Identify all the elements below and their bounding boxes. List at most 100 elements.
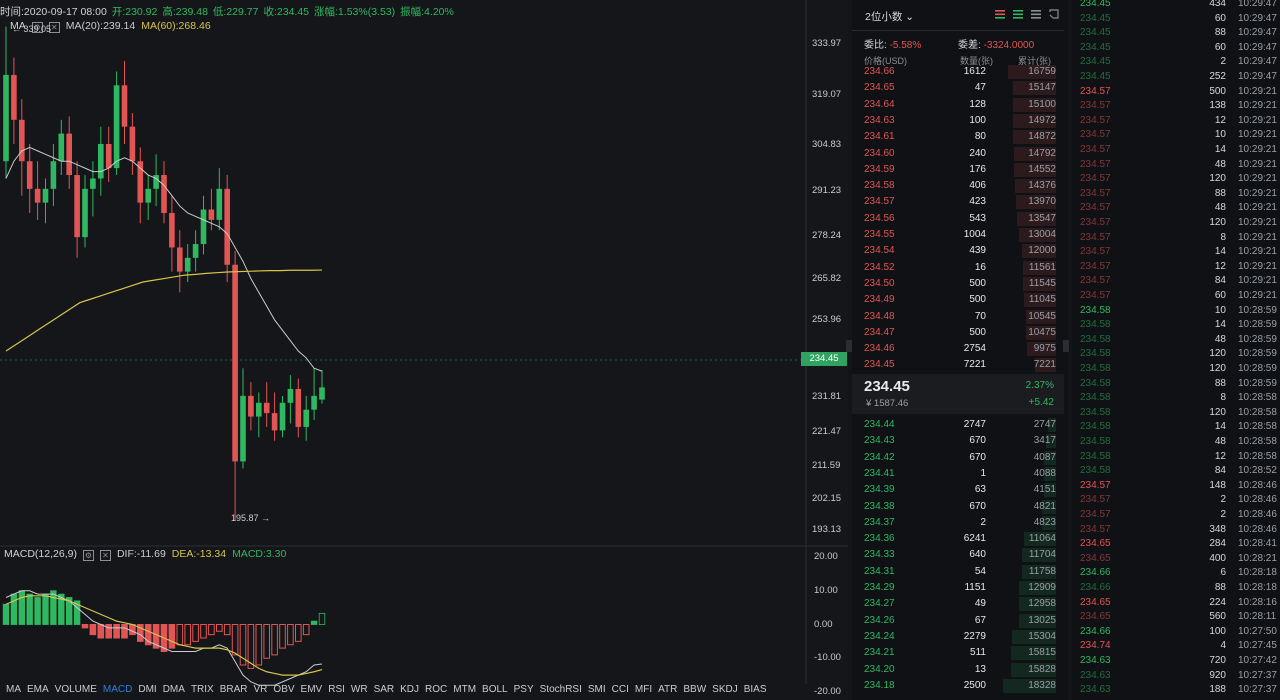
indicator-tab-emv[interactable]: EMV bbox=[300, 684, 323, 695]
bid-row[interactable]: 234.31 54 11758 bbox=[852, 564, 1062, 580]
indicator-tab-rsi[interactable]: RSI bbox=[328, 684, 345, 695]
collapse-right-handle[interactable] bbox=[1063, 340, 1069, 352]
bid-row[interactable]: 234.42 670 4087 bbox=[852, 450, 1062, 466]
ask-row[interactable]: 234.60 240 14792 bbox=[852, 146, 1062, 162]
ask-row[interactable]: 234.61 80 14872 bbox=[852, 129, 1062, 145]
ask-row[interactable]: 234.64 128 15100 bbox=[852, 97, 1062, 113]
bid-row[interactable]: 234.37 2 4823 bbox=[852, 515, 1062, 531]
trade-time: 10:29:21 bbox=[1238, 173, 1277, 185]
indicator-tab-obv[interactable]: OBV bbox=[273, 684, 295, 695]
indicator-tab-smi[interactable]: SMI bbox=[587, 684, 606, 695]
bids-only-icon[interactable] bbox=[1012, 8, 1024, 20]
indicator-tab-sar[interactable]: SAR bbox=[373, 684, 395, 695]
ask-row[interactable]: 234.47 500 10475 bbox=[852, 325, 1062, 341]
indicator-tab-ma[interactable]: MA bbox=[6, 684, 21, 695]
precision-select[interactable]: 2位小数 ⌄ bbox=[865, 9, 914, 24]
depth-bar bbox=[1008, 65, 1056, 79]
trade-qty: 100 bbox=[1209, 625, 1226, 637]
bid-row[interactable]: 234.39 63 4151 bbox=[852, 482, 1062, 498]
expand-icon[interactable] bbox=[1048, 8, 1060, 20]
bid-row[interactable]: 234.27 49 12958 bbox=[852, 596, 1062, 612]
bid-row[interactable]: 234.26 67 13025 bbox=[852, 613, 1062, 629]
trade-price: 234.58 bbox=[1080, 304, 1111, 316]
indicator-tab-trix[interactable]: TRIX bbox=[190, 684, 214, 695]
indicator-tab-mtm[interactable]: MTM bbox=[453, 684, 477, 695]
macd-tick: 20.00 bbox=[814, 551, 838, 562]
trade-price: 234.45 bbox=[1080, 27, 1111, 39]
bid-row[interactable]: 234.36 6241 11064 bbox=[852, 531, 1062, 547]
indicator-tab-bias[interactable]: BIAS bbox=[743, 684, 767, 695]
candle-body bbox=[42, 188, 49, 203]
candlestick-chart[interactable] bbox=[0, 0, 848, 700]
indicator-tab-psy[interactable]: PSY bbox=[513, 684, 534, 695]
chart-panel[interactable]: 时间:2020-09-17 08:00 开:230.92 高:239.48 低:229… bbox=[0, 0, 848, 700]
close-icon[interactable]: ✕ bbox=[48, 22, 60, 33]
macd-bar bbox=[239, 624, 247, 666]
ask-row[interactable]: 234.49 500 11045 bbox=[852, 292, 1062, 308]
trade-qty: 120 bbox=[1209, 363, 1226, 374]
order-qty: 70 bbox=[974, 310, 986, 322]
bid-row[interactable]: 234.41 1 4088 bbox=[852, 466, 1062, 482]
ask-row[interactable]: 234.50 500 11545 bbox=[852, 276, 1062, 292]
indicator-tab-dmi[interactable]: DMI bbox=[138, 684, 157, 695]
depth-bar bbox=[1019, 613, 1056, 628]
ask-row[interactable]: 234.56 543 13547 bbox=[852, 211, 1062, 227]
indicator-tab-boll[interactable]: BOLL bbox=[482, 684, 508, 695]
order-price: 234.66 bbox=[864, 66, 895, 77]
indicator-tab-wr[interactable]: WR bbox=[350, 684, 368, 695]
indicator-tab-dma[interactable]: DMA bbox=[162, 684, 185, 695]
order-cum: 15815 bbox=[1028, 647, 1056, 659]
ask-row[interactable]: 234.54 439 12000 bbox=[852, 243, 1062, 259]
both-sides-icon[interactable] bbox=[994, 8, 1006, 20]
indicator-tab-volume[interactable]: VOLUME bbox=[54, 684, 97, 695]
bid-row[interactable]: 234.44 2747 2747 bbox=[852, 417, 1062, 433]
close-icon[interactable]: ✕ bbox=[99, 550, 111, 561]
bid-row[interactable]: 234.43 670 3417 bbox=[852, 433, 1062, 449]
indicator-tab-cci[interactable]: CCI bbox=[611, 684, 629, 695]
ask-row[interactable]: 234.58 406 14376 bbox=[852, 178, 1062, 194]
ask-row[interactable]: 234.46 2754 9975 bbox=[852, 341, 1062, 357]
indicator-tab-ema[interactable]: EMA bbox=[27, 684, 49, 695]
settings-icon[interactable]: ⚙ bbox=[31, 22, 43, 33]
bid-row[interactable]: 234.20 13 15828 bbox=[852, 662, 1062, 678]
ask-row[interactable]: 234.66 1612 16759 bbox=[852, 64, 1062, 80]
indicator-tab-kdj[interactable]: KDJ bbox=[400, 684, 420, 695]
bid-row[interactable]: 234.24 2279 15304 bbox=[852, 629, 1062, 645]
trade-row: 234.45 60 10:29:47 bbox=[1072, 13, 1280, 28]
asks-only-icon[interactable] bbox=[1030, 8, 1042, 20]
trade-qty: 188 bbox=[1209, 684, 1226, 696]
bid-row[interactable]: 234.38 670 4821 bbox=[852, 499, 1062, 515]
indicator-tab-vr[interactable]: VR bbox=[253, 684, 268, 695]
ask-row[interactable]: 234.59 176 14552 bbox=[852, 162, 1062, 178]
indicator-tab-bbw[interactable]: BBW bbox=[683, 684, 707, 695]
indicator-tab-atr[interactable]: ATR bbox=[658, 684, 678, 695]
macd-bar bbox=[287, 624, 294, 646]
ask-row[interactable]: 234.48 70 10545 bbox=[852, 309, 1062, 325]
bid-row[interactable]: 234.29 1151 12909 bbox=[852, 580, 1062, 596]
ask-row[interactable]: 234.65 47 15147 bbox=[852, 80, 1062, 96]
candle-body bbox=[184, 257, 191, 272]
ask-row[interactable]: 234.45 7221 7221 bbox=[852, 357, 1062, 373]
ask-row[interactable]: 234.55 1004 13004 bbox=[852, 227, 1062, 243]
indicator-tab-skdj[interactable]: SKDJ bbox=[712, 684, 738, 695]
depth-bar bbox=[1044, 483, 1056, 498]
bid-row[interactable]: 234.18 2500 18328 bbox=[852, 678, 1062, 694]
macd-bar bbox=[34, 597, 41, 625]
bid-row[interactable]: 234.33 640 11704 bbox=[852, 547, 1062, 563]
indicator-tab-mfi[interactable]: MFI bbox=[634, 684, 653, 695]
trade-row: 234.57 12 10:29:21 bbox=[1072, 115, 1280, 130]
trade-time: 10:29:21 bbox=[1238, 144, 1277, 155]
ask-row[interactable]: 234.57 423 13970 bbox=[852, 194, 1062, 210]
indicator-tab-stochrsi[interactable]: StochRSI bbox=[539, 684, 582, 695]
bid-row[interactable]: 234.21 511 15815 bbox=[852, 645, 1062, 661]
trade-time: 10:28:58 bbox=[1238, 392, 1277, 404]
macd-bar bbox=[66, 597, 73, 625]
indicator-tab-roc[interactable]: ROC bbox=[425, 684, 448, 695]
indicator-tab-brar[interactable]: BRAR bbox=[219, 684, 248, 695]
ask-row[interactable]: 234.63 100 14972 bbox=[852, 113, 1062, 129]
indicator-tab-macd[interactable]: MACD bbox=[102, 684, 133, 695]
settings-icon[interactable]: ⚙ bbox=[82, 550, 94, 561]
ask-row[interactable]: 234.52 16 11561 bbox=[852, 260, 1062, 276]
collapse-left-handle[interactable] bbox=[846, 340, 852, 352]
trade-time: 10:28:18 bbox=[1238, 582, 1277, 593]
